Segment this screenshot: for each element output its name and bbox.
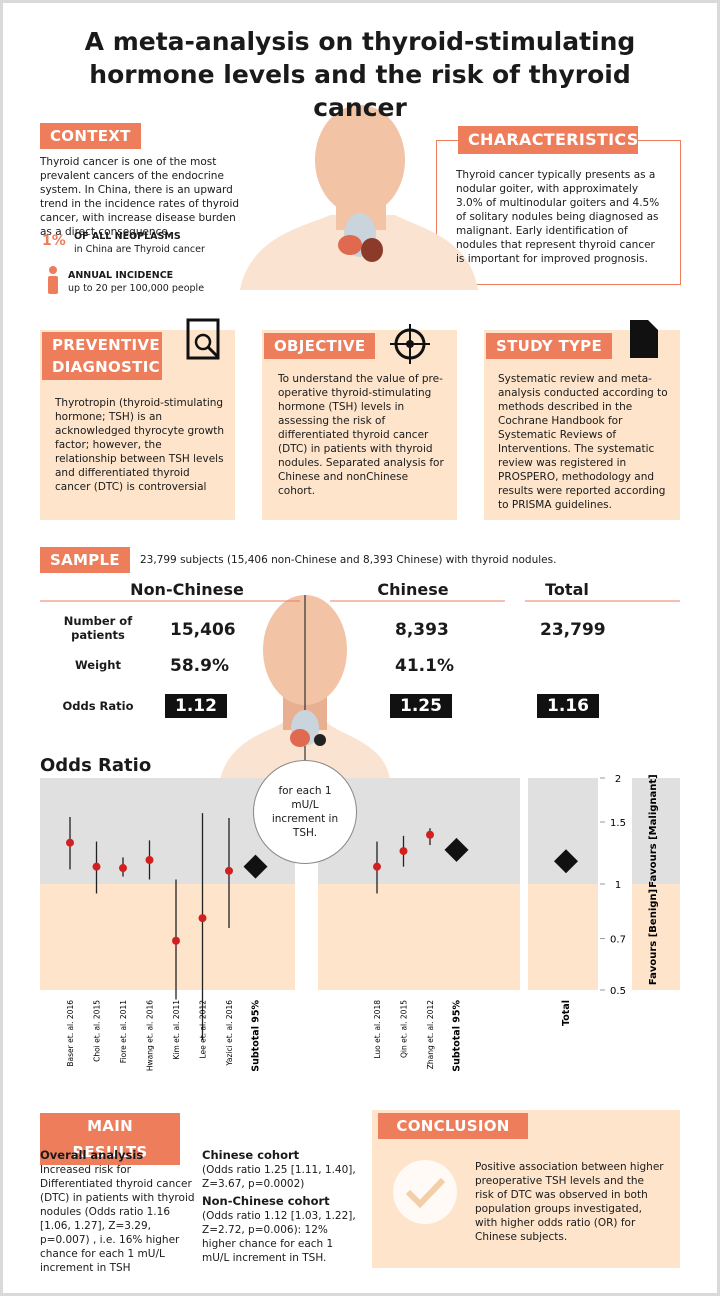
stat-value: 1% [42, 233, 66, 249]
region-lower [40, 884, 295, 990]
point [225, 866, 233, 875]
chart-title: Odds Ratio [40, 755, 152, 776]
cell: 58.9% [170, 656, 229, 676]
clipboard-icon [186, 318, 220, 360]
cell: 23,799 [540, 620, 606, 640]
check-icon [393, 1160, 457, 1224]
x-tick-label: Zhang et. al. 2012 [426, 1000, 435, 1069]
cell: 1.16 [537, 694, 599, 718]
target-icon [390, 324, 430, 364]
stat-label: ANNUAL INCIDENCE [68, 270, 174, 281]
row-label: Weight [75, 658, 121, 672]
cell: 8,393 [395, 620, 449, 640]
point [198, 914, 207, 923]
region-lower [528, 884, 598, 990]
favours-label: Favours [Benign] [648, 889, 659, 985]
x-tick-label: Hwang et. al. 2016 [146, 1000, 155, 1071]
x-tick-label: Qin et. al. 2015 [400, 1000, 409, 1058]
y-tick-label: 0.5 [610, 986, 626, 997]
point [119, 864, 127, 873]
region-upper [632, 778, 680, 884]
stat-sub: up to 20 per 100,000 people [68, 283, 205, 294]
text: To understand the value of pre-operative… [278, 373, 444, 497]
subheading: Chinese cohort [202, 1148, 300, 1162]
point [172, 936, 180, 945]
point [399, 847, 408, 856]
point [426, 830, 434, 839]
text: Systematic review and meta-analysis cond… [498, 373, 668, 511]
heading: STUDY TYPE [486, 333, 612, 359]
document-icon [630, 320, 658, 358]
head-illustration [240, 105, 478, 290]
row-label: Odds Ratio [62, 699, 134, 713]
row-label: Number of patients [63, 614, 133, 642]
text: (Odds ratio 1.25 [1.11, 1.40], Z=3.67, p… [202, 1164, 356, 1190]
cell: 41.1% [395, 656, 454, 676]
x-tick-label: Yazici et. al. 2016 [225, 1000, 234, 1067]
text: 23,799 subjects (15,406 non-Chinese and … [140, 554, 557, 566]
heading: PREVENTIVE DIAGNOSTIC [42, 332, 162, 380]
panel [484, 330, 680, 520]
subheading: Overall analysis [40, 1148, 144, 1162]
region-lower [632, 884, 680, 990]
callout: for each 1 mU/L increment in TSH. [253, 760, 357, 864]
point [66, 838, 74, 847]
heading: CONTEXT [40, 123, 141, 149]
text: Thyrotropin (thyroid-stimulating hormone… [55, 397, 225, 493]
diamond [444, 837, 469, 862]
title: A meta-analysis on thyroid-stimulating h… [84, 27, 636, 122]
x-tick-label: Luo et. al. 2018 [373, 1000, 382, 1059]
y-tick-label: 2 [615, 774, 621, 785]
cell: 1.25 [390, 694, 452, 718]
x-tick-label: Fiore et. al. 2011 [119, 1000, 128, 1063]
point [373, 862, 381, 871]
text: Positive association between higher preo… [475, 1161, 664, 1243]
subheading: Non-Chinese cohort [202, 1194, 330, 1208]
heading: CHARACTERISTICS [458, 126, 638, 154]
person-icon [48, 266, 58, 294]
favours-label: Favours [Malignant] [648, 774, 659, 888]
x-tick-label: Lee et. al. 2012 [199, 1000, 208, 1059]
panel [262, 330, 457, 520]
x-tick-label: Choi et. al. 2015 [93, 1000, 102, 1062]
point [92, 862, 101, 871]
column-header: Chinese [377, 580, 449, 599]
x-tick-label: Kim et. al. 2011 [172, 1000, 181, 1060]
text: Thyroid cancer typically presents as a n… [456, 169, 660, 265]
callout-text: for each 1 mU/L increment in TSH. [271, 785, 339, 839]
cell: 1.12 [165, 694, 227, 718]
x-tick-label: Total [561, 1000, 572, 1026]
stat-label: OF ALL NEOPLASMS [74, 231, 181, 242]
x-tick-label: Subtotal 95% [452, 1000, 463, 1072]
diamond [243, 854, 268, 879]
cell: 15,406 [170, 620, 236, 640]
y-tick-label: 1 [615, 880, 621, 891]
column-header: Non-Chinese [130, 580, 244, 599]
heading: MAIN RESULTS [40, 1113, 180, 1165]
text: Increased risk for Differentiated thyroi… [40, 1164, 195, 1274]
stat-sub: in China are Thyroid cancer [74, 244, 205, 255]
heading: SAMPLE [40, 547, 130, 573]
y-tick-label: 0.7 [610, 935, 626, 946]
x-tick-label: Subtotal 95% [251, 1000, 262, 1072]
heading: OBJECTIVE [264, 333, 376, 359]
region-lower [318, 884, 520, 990]
heading: CONCLUSION [378, 1113, 528, 1139]
text: (Odds ratio 1.12 [1.03, 1.22], Z=2.72, p… [202, 1210, 356, 1264]
point [145, 855, 154, 864]
diamond [554, 849, 578, 874]
column-header: Total [545, 580, 589, 599]
head-illustration [220, 595, 390, 780]
y-tick-label: 1.5 [610, 818, 626, 829]
text: Thyroid cancer is one of the most preval… [40, 156, 240, 238]
x-tick-label: Baser et. al. 2016 [66, 1000, 75, 1067]
forest-plot: Favours [Malignant]Favours [Benign] 2 1.5 1… [40, 774, 680, 1072]
